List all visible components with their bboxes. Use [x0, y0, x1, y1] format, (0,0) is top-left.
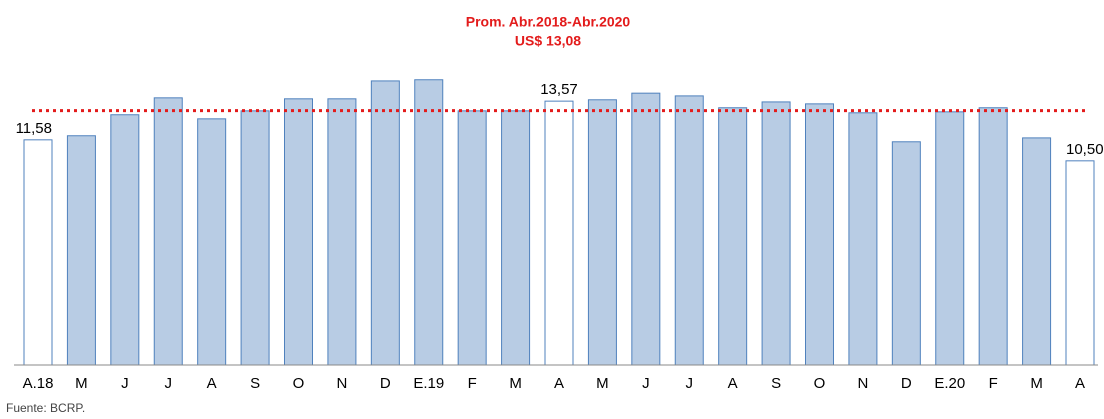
- x-tick-label: E.19: [413, 375, 444, 392]
- bar: [23, 139, 53, 366]
- bar: [501, 110, 531, 366]
- x-tick-label: A: [554, 375, 564, 392]
- source: Fuente: BCRP.: [6, 401, 85, 415]
- x-tick-label: A: [207, 375, 217, 392]
- bar: [718, 107, 748, 366]
- bar: [805, 103, 834, 366]
- x-tick-label: S: [250, 375, 260, 392]
- chart-title: Prom. Abr.2018-Abr.2020: [466, 14, 631, 30]
- x-tick-label: A: [1075, 375, 1085, 392]
- bar: [761, 101, 791, 366]
- value-label: 10,50: [1066, 141, 1104, 158]
- x-tick-label: F: [989, 375, 998, 392]
- bar: [631, 92, 661, 366]
- bar: [153, 97, 183, 366]
- x-tick-label: M: [75, 375, 88, 392]
- bar: [284, 98, 313, 366]
- x-tick-label: O: [814, 375, 826, 392]
- x-tick-label: D: [901, 375, 912, 392]
- x-tick-label: S: [771, 375, 781, 392]
- bar: [1022, 137, 1052, 366]
- x-tick-label: M: [509, 375, 522, 392]
- x-tick-label: J: [642, 375, 650, 392]
- x-tick-label: D: [380, 375, 391, 392]
- bar: [66, 135, 96, 366]
- bar: [240, 110, 270, 366]
- x-tick-label: J: [121, 375, 129, 392]
- bar: [327, 98, 357, 366]
- bar: [544, 100, 574, 366]
- value-label: 11,58: [16, 120, 52, 137]
- value-label: 13,57: [540, 81, 578, 98]
- x-tick-label: F: [468, 375, 477, 392]
- bar: [891, 141, 921, 366]
- x-tick-label: M: [1030, 375, 1043, 392]
- bar: [457, 110, 487, 366]
- x-tick-label: J: [165, 375, 173, 392]
- chart-subtitle: US$ 13,08: [515, 33, 581, 49]
- x-tick-label: J: [686, 375, 694, 392]
- bar: [674, 95, 704, 366]
- x-tick-label: E.20: [934, 375, 965, 392]
- x-tick-label: N: [336, 375, 347, 392]
- bar: [978, 107, 1008, 366]
- bar: [197, 118, 227, 366]
- bar: [935, 111, 965, 366]
- x-tick-label: A.18: [23, 375, 54, 392]
- bar: [370, 80, 400, 366]
- bar: [587, 99, 617, 366]
- x-tick-label: A: [728, 375, 738, 392]
- bar: [848, 112, 878, 366]
- bar: [414, 79, 444, 366]
- x-tick-label: O: [293, 375, 305, 392]
- bar: [1065, 160, 1095, 366]
- bar: [110, 114, 140, 366]
- x-tick-label: N: [857, 375, 868, 392]
- x-tick-label: M: [596, 375, 609, 392]
